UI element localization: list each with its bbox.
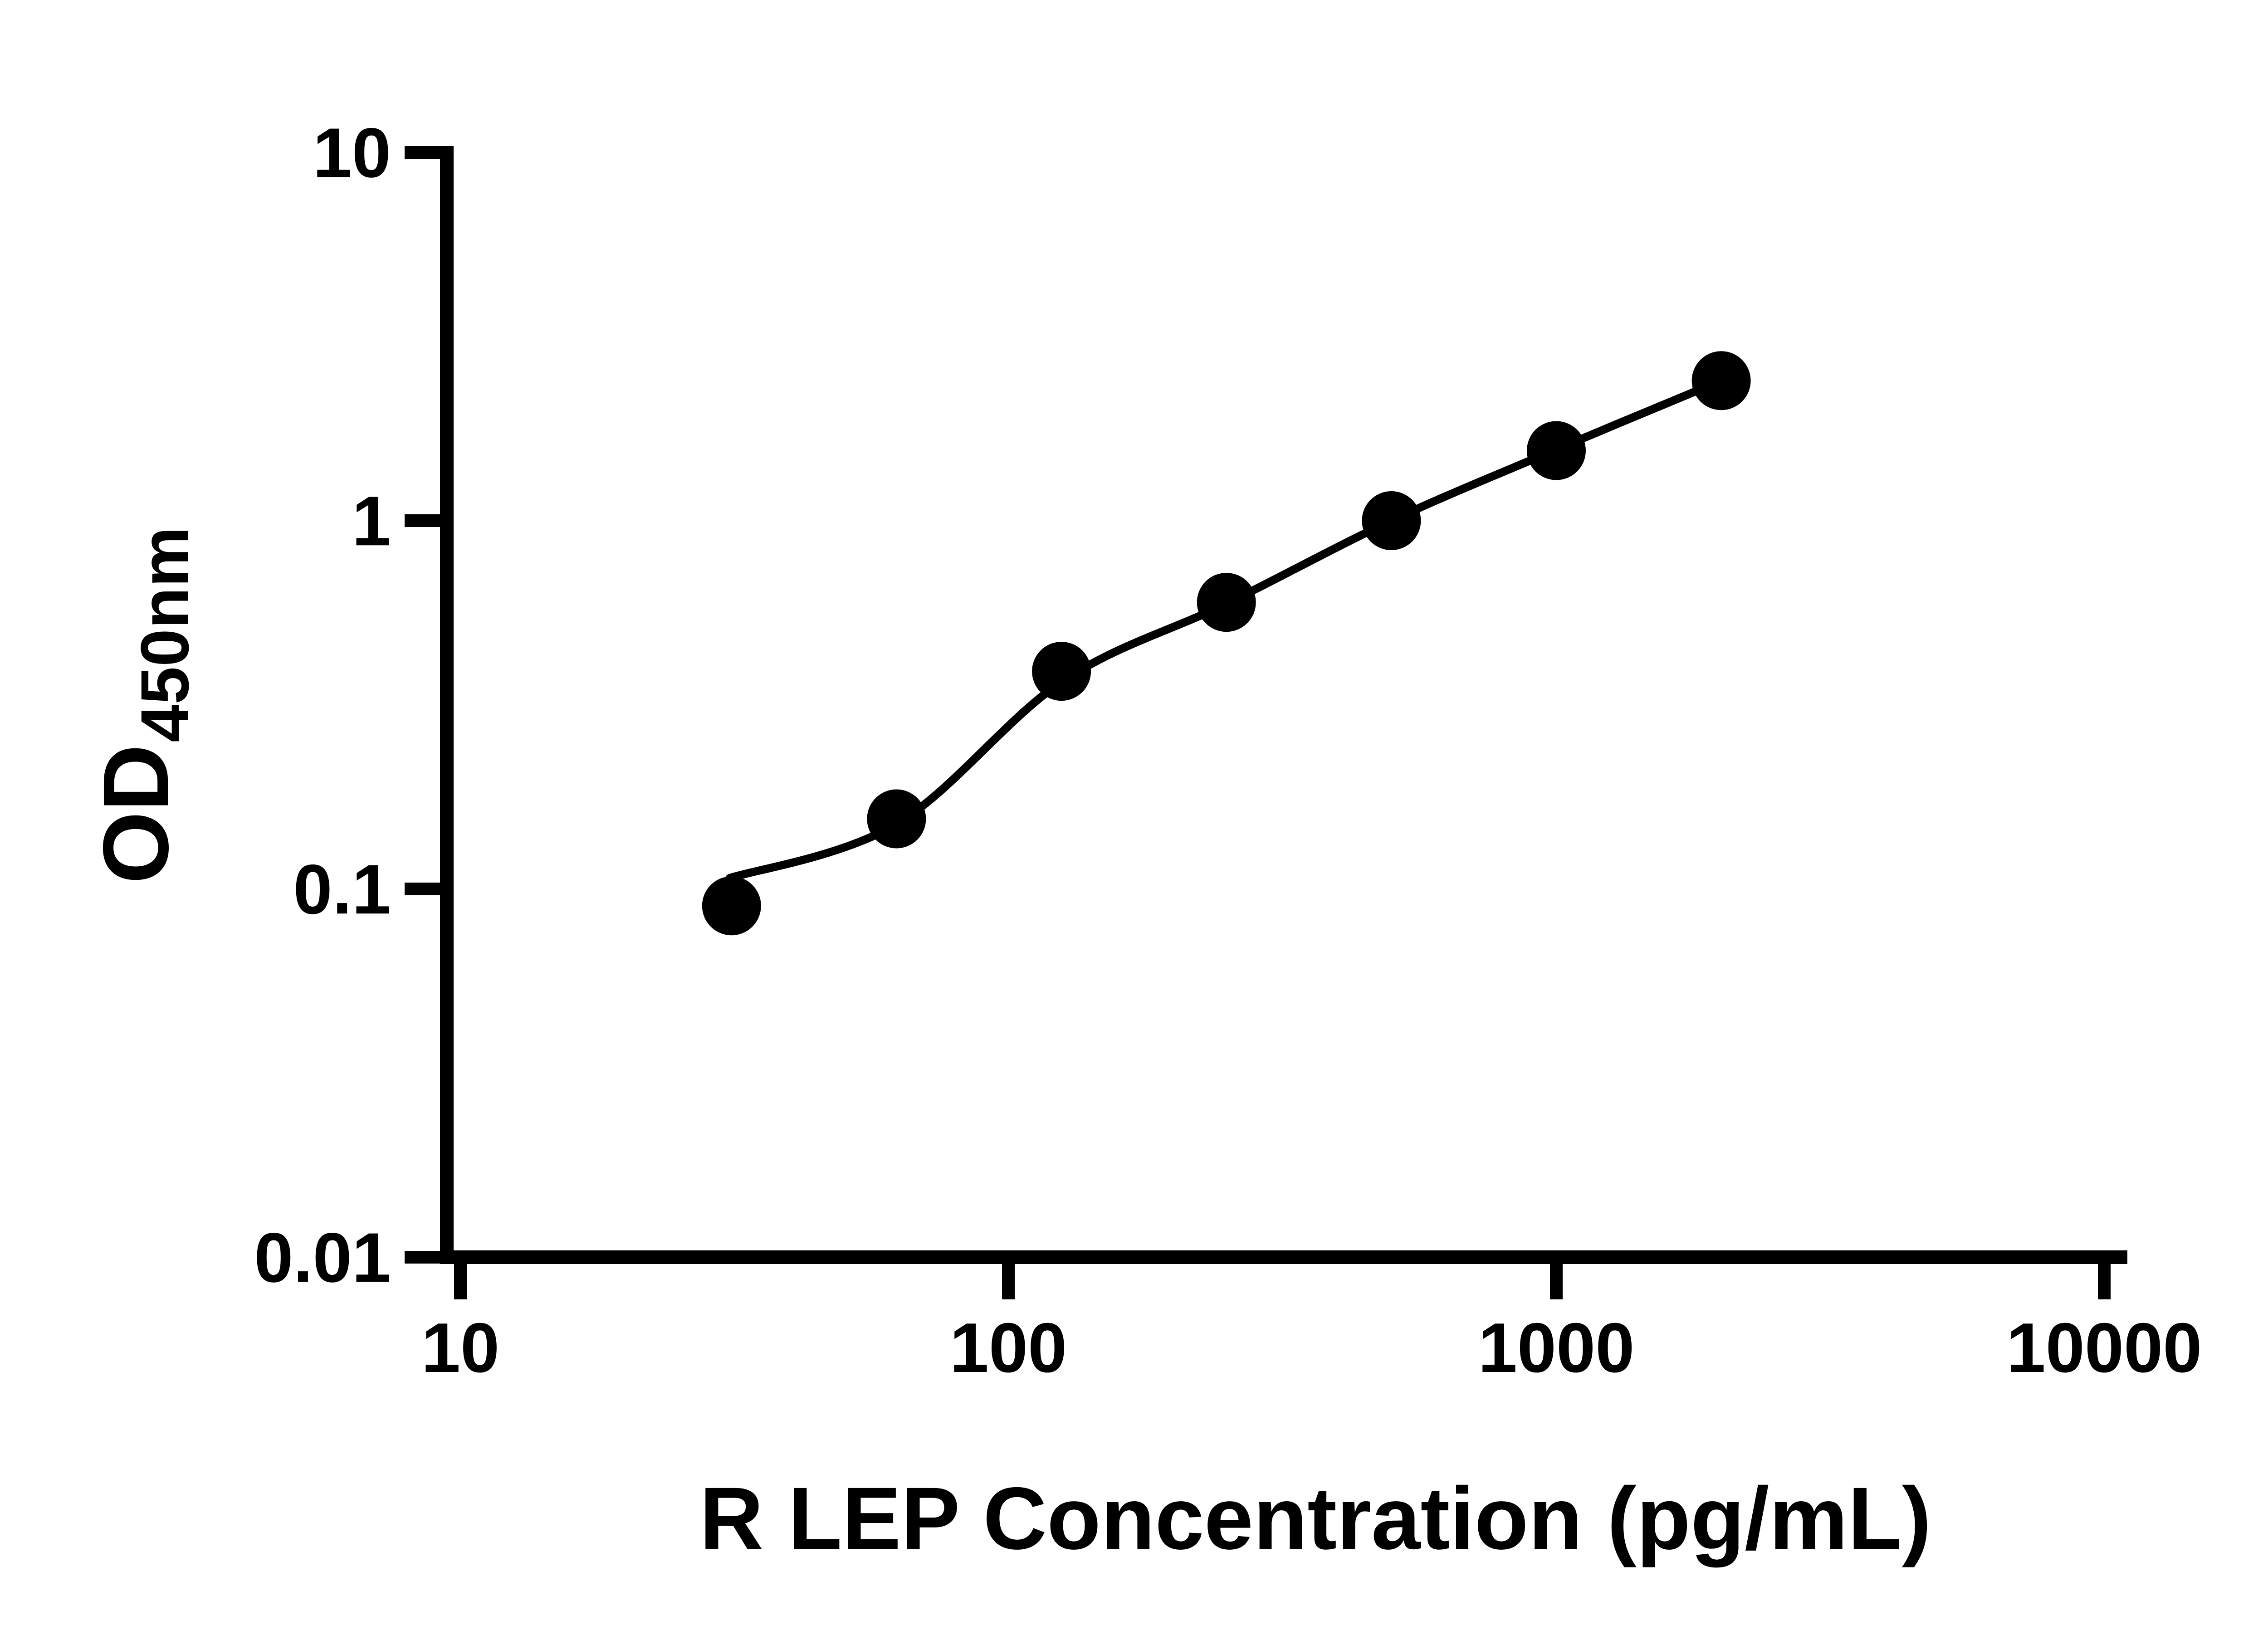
data-point (1362, 491, 1421, 550)
tick-labels: 10 100 1000 10000 0.01 0.1 1 10 (254, 113, 2202, 1387)
y-tick-label: 0.1 (293, 850, 391, 928)
data-points (702, 351, 1751, 936)
x-tick-label: 100 (950, 1308, 1067, 1387)
y-tick-label: 10 (313, 113, 391, 192)
y-tick-label: 1 (352, 482, 391, 560)
axes (440, 146, 2127, 1264)
data-point (1691, 351, 1751, 410)
y-axis-title-subscript: 450nm (127, 527, 203, 742)
data-point (867, 789, 926, 849)
data-point (1032, 642, 1091, 701)
data-point (1527, 421, 1586, 480)
plot-area: 10 100 1000 10000 0.01 0.1 1 10 (254, 113, 2202, 1387)
tick-marks (405, 146, 2111, 1299)
y-tick-label: 0.01 (254, 1218, 391, 1297)
x-axis-title: R LEP Concentration (pg/mL) (699, 1469, 1931, 1568)
x-tick-label: 10000 (2006, 1308, 2202, 1387)
x-tick-label: 10 (421, 1308, 499, 1387)
y-axis-title-main: OD (84, 744, 188, 884)
data-point (1197, 573, 1256, 632)
data-point (702, 876, 761, 936)
x-tick-label: 1000 (1478, 1308, 1635, 1387)
y-axis-title: OD 450nm (84, 527, 203, 883)
